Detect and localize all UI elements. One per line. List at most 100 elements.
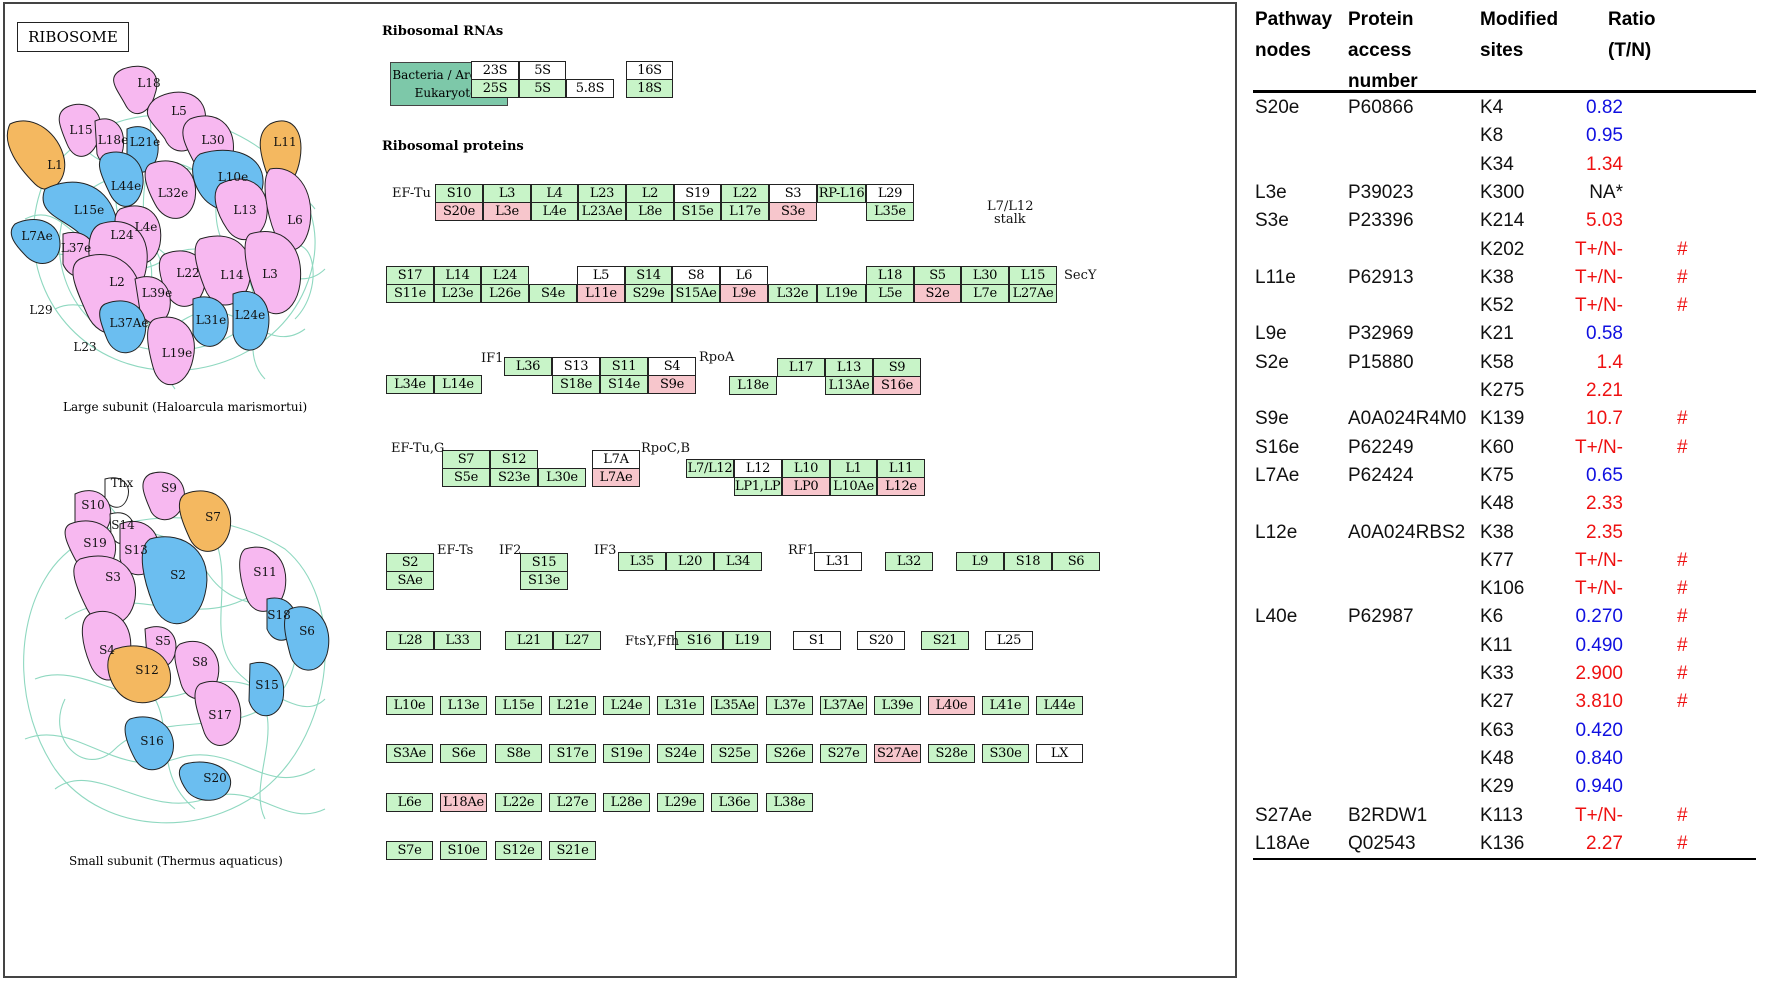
gene-box-25s[interactable]: 25S xyxy=(471,79,519,98)
gene-box-lp0[interactable]: LP0 xyxy=(782,477,830,496)
gene-box-18s[interactable]: 18S xyxy=(626,79,673,98)
gene-box-s19[interactable]: S19 xyxy=(674,184,721,203)
gene-box-l21[interactable]: L21 xyxy=(505,631,553,650)
gene-box-l10[interactable]: L10 xyxy=(782,459,830,478)
gene-box-s27e[interactable]: S27e xyxy=(820,744,867,763)
gene-box-l7-l12[interactable]: L7/L12 xyxy=(686,459,734,478)
gene-box-l11[interactable]: L11 xyxy=(877,459,925,478)
gene-box-l35e[interactable]: L35e xyxy=(866,202,914,221)
gene-box-s14[interactable]: S14 xyxy=(625,266,672,285)
gene-box-l23ae[interactable]: L23Ae xyxy=(578,202,626,221)
gene-box-l6[interactable]: L6 xyxy=(720,266,768,285)
gene-box-s9[interactable]: S9 xyxy=(873,358,921,377)
gene-box-l44e[interactable]: L44e xyxy=(1036,696,1083,715)
gene-box-rp-l16[interactable]: RP-L16 xyxy=(817,184,866,203)
gene-box-l1[interactable]: L1 xyxy=(830,459,877,478)
gene-box-l18ae[interactable]: L18Ae xyxy=(440,793,487,812)
gene-box-l31[interactable]: L31 xyxy=(814,552,862,571)
gene-box-s13[interactable]: S13 xyxy=(552,357,600,376)
gene-box-l18e[interactable]: L18e xyxy=(729,376,777,395)
gene-box-l9[interactable]: L9 xyxy=(956,552,1004,571)
gene-box-l29[interactable]: L29 xyxy=(866,184,914,203)
gene-box-l27[interactable]: L27 xyxy=(553,631,601,650)
gene-box-s14e[interactable]: S14e xyxy=(600,375,648,394)
gene-box-s18e[interactable]: S18e xyxy=(552,375,600,394)
gene-box-5s[interactable]: 5S xyxy=(519,79,566,98)
gene-box-s18[interactable]: S18 xyxy=(1004,552,1052,571)
gene-box-l22[interactable]: L22 xyxy=(721,184,769,203)
gene-box-l36e[interactable]: L36e xyxy=(711,793,758,812)
gene-box-s4e[interactable]: S4e xyxy=(529,284,577,303)
gene-box-l33[interactable]: L33 xyxy=(434,631,481,650)
gene-box-l40e[interactable]: L40e xyxy=(928,696,975,715)
gene-box-s12e[interactable]: S12e xyxy=(495,841,542,860)
gene-box-l27e[interactable]: L27e xyxy=(549,793,596,812)
gene-box-lx[interactable]: LX xyxy=(1036,744,1083,763)
gene-box-l3[interactable]: L3 xyxy=(483,184,531,203)
gene-box-s15e[interactable]: S15e xyxy=(674,202,721,221)
gene-box-16s[interactable]: 16S xyxy=(626,61,673,80)
gene-box-l32e[interactable]: L32e xyxy=(768,284,817,303)
gene-box-l26e[interactable]: L26e xyxy=(481,284,529,303)
gene-box-l7ae[interactable]: L7Ae xyxy=(592,468,640,487)
gene-box-s21e[interactable]: S21e xyxy=(549,841,596,860)
gene-box-l5[interactable]: L5 xyxy=(577,266,625,285)
gene-box-l11e[interactable]: L11e xyxy=(577,284,625,303)
gene-box-l41e[interactable]: L41e xyxy=(982,696,1029,715)
gene-box-s15ae[interactable]: S15Ae xyxy=(672,284,720,303)
gene-box-s7e[interactable]: S7e xyxy=(386,841,433,860)
gene-box-l37e[interactable]: L37e xyxy=(766,696,813,715)
gene-box-l12e[interactable]: L12e xyxy=(877,477,925,496)
gene-box-l8e[interactable]: L8e xyxy=(626,202,674,221)
gene-box-l28e[interactable]: L28e xyxy=(603,793,650,812)
gene-box-5-8s[interactable]: 5.8S xyxy=(566,79,614,98)
gene-box-l30[interactable]: L30 xyxy=(961,266,1009,285)
gene-box-s27ae[interactable]: S27Ae xyxy=(874,744,921,763)
gene-box-23s[interactable]: 23S xyxy=(471,61,519,80)
gene-box-s29e[interactable]: S29e xyxy=(625,284,672,303)
gene-box-l7e[interactable]: L7e xyxy=(961,284,1009,303)
gene-box-l20[interactable]: L20 xyxy=(666,552,714,571)
gene-box-l21e[interactable]: L21e xyxy=(549,696,596,715)
gene-box-l29e[interactable]: L29e xyxy=(657,793,704,812)
gene-box-s11[interactable]: S11 xyxy=(600,357,648,376)
gene-box-s17[interactable]: S17 xyxy=(386,266,434,285)
gene-box-s5e[interactable]: S5e xyxy=(442,468,490,487)
gene-box-s20e[interactable]: S20e xyxy=(435,202,483,221)
gene-box-s28e[interactable]: S28e xyxy=(928,744,975,763)
gene-box-l23e[interactable]: L23e xyxy=(434,284,481,303)
gene-box-l36[interactable]: L36 xyxy=(504,357,552,376)
gene-box-l35[interactable]: L35 xyxy=(618,552,666,571)
gene-box-l17e[interactable]: L17e xyxy=(721,202,769,221)
gene-box-l13[interactable]: L13 xyxy=(825,358,873,377)
gene-box-sae[interactable]: SAe xyxy=(386,571,434,590)
gene-box-l12[interactable]: L12 xyxy=(734,459,782,478)
gene-box-l18[interactable]: L18 xyxy=(866,266,914,285)
gene-box-l24e[interactable]: L24e xyxy=(603,696,650,715)
gene-box-s3e[interactable]: S3e xyxy=(769,202,817,221)
gene-box-s5[interactable]: S5 xyxy=(914,266,961,285)
gene-box-s12[interactable]: S12 xyxy=(490,450,538,469)
gene-box-l19[interactable]: L19 xyxy=(723,631,771,650)
gene-box-s21[interactable]: S21 xyxy=(921,631,969,650)
gene-box-s9e[interactable]: S9e xyxy=(648,375,696,394)
gene-box-l15[interactable]: L15 xyxy=(1009,266,1057,285)
gene-box-s11e[interactable]: S11e xyxy=(386,284,434,303)
gene-box-s16[interactable]: S16 xyxy=(675,631,723,650)
gene-box-s17e[interactable]: S17e xyxy=(549,744,596,763)
gene-box-s2e[interactable]: S2e xyxy=(914,284,961,303)
gene-box-s6[interactable]: S6 xyxy=(1052,552,1100,571)
gene-box-s16e[interactable]: S16e xyxy=(873,376,921,395)
gene-box-l25[interactable]: L25 xyxy=(985,631,1033,650)
gene-box-l28[interactable]: L28 xyxy=(386,631,434,650)
gene-box-s2[interactable]: S2 xyxy=(386,553,434,572)
gene-box-l2[interactable]: L2 xyxy=(626,184,674,203)
gene-box-s10e[interactable]: S10e xyxy=(440,841,487,860)
gene-box-l10ae[interactable]: L10Ae xyxy=(830,477,877,496)
gene-box-l37ae[interactable]: L37Ae xyxy=(820,696,867,715)
gene-box-s4[interactable]: S4 xyxy=(648,357,696,376)
gene-box-l22e[interactable]: L22e xyxy=(495,793,542,812)
gene-box-s25e[interactable]: S25e xyxy=(711,744,758,763)
gene-box-l30e[interactable]: L30e xyxy=(538,468,586,487)
gene-box-s3[interactable]: S3 xyxy=(769,184,817,203)
